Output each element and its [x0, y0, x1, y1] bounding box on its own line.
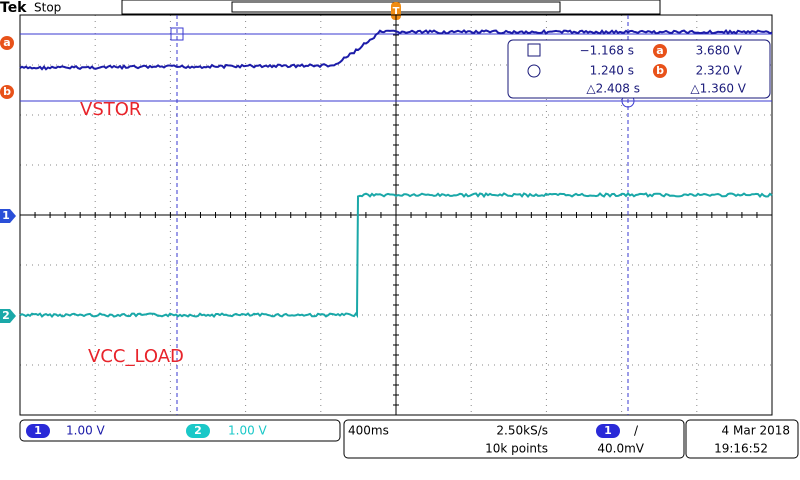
record-length: 10k points	[485, 442, 548, 456]
ch1-level-marker	[0, 209, 16, 223]
readout-b-badge	[653, 64, 667, 78]
ch1-scale: 1.00 V	[66, 424, 106, 438]
readout-a-letter: a	[656, 44, 663, 57]
readout-circle	[527, 64, 541, 78]
brand: Tek	[0, 0, 27, 16]
timebase: 400ms	[348, 424, 389, 438]
date: 4 Mar 2018	[722, 424, 790, 438]
ch2-waveform	[19, 192, 773, 319]
ch2-scale: 1.00 V	[228, 424, 268, 438]
trigger-marker: T	[393, 6, 400, 17]
readout-square	[527, 43, 541, 57]
time-a: −1.168 s	[580, 44, 634, 58]
channel-box	[19, 419, 341, 442]
ch2-badge-bg	[186, 424, 210, 438]
sample-rate: 2.50kS/s	[496, 424, 548, 438]
time-b: 1.240 s	[590, 64, 634, 78]
cursor-square	[170, 27, 184, 41]
plot-frame	[19, 14, 773, 416]
ch2-badge: 2	[194, 424, 202, 437]
ch1-waveform	[19, 29, 773, 71]
trigger-source: 1	[604, 424, 612, 437]
cursor-b-badge	[0, 85, 14, 99]
ch2-name: VCC_LOAD	[88, 346, 184, 367]
run-status: Stop	[34, 1, 61, 15]
volt-b: 2.320 V	[696, 64, 743, 78]
readout-b-letter: b	[656, 64, 664, 77]
readout-a-badge	[653, 44, 667, 58]
datetime-box	[685, 419, 799, 459]
ch1-badge-bg	[26, 424, 50, 438]
cursor-b-letter: b	[3, 85, 11, 98]
ch1-name: VSTOR	[80, 99, 141, 120]
cursor-a-letter: a	[3, 36, 10, 49]
volt-a: 3.680 V	[696, 44, 743, 58]
ch2-level-marker	[0, 309, 16, 323]
delta-volt: △1.360 V	[690, 82, 746, 96]
trigger-level: 40.0mV	[597, 442, 644, 456]
cursor-a-badge	[0, 36, 14, 50]
cursor-readout	[507, 39, 771, 99]
delta-time: △2.408 s	[586, 82, 640, 96]
ch1-marker: 1	[2, 209, 10, 222]
time: 19:16:52	[714, 442, 768, 456]
ch2-marker: 2	[2, 309, 10, 322]
trigger-slope: /	[634, 424, 639, 438]
ch1-badge: 1	[34, 424, 42, 437]
trigger-badge-bg	[596, 424, 620, 438]
